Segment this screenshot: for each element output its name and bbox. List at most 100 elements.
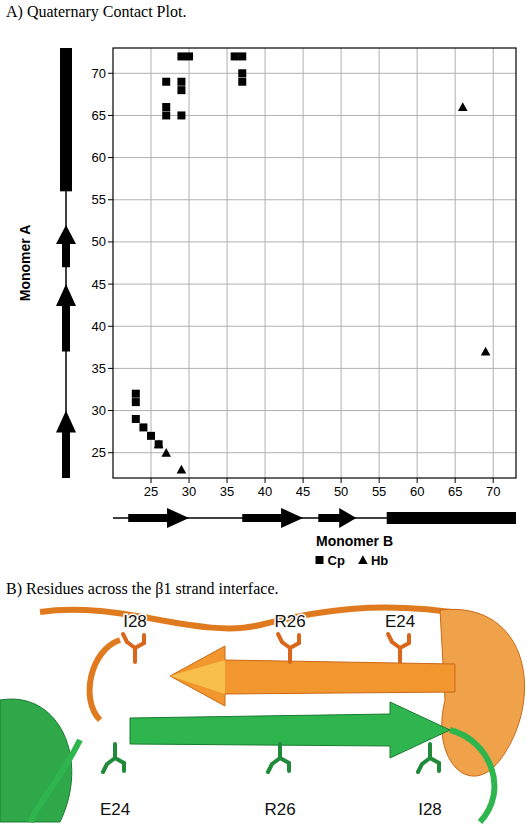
grid-line xyxy=(113,326,516,327)
square-point xyxy=(238,78,246,86)
grid-line xyxy=(113,410,516,411)
tick-label: 65 xyxy=(92,108,106,123)
side-chain xyxy=(388,634,409,662)
tick-mark xyxy=(108,241,113,242)
strand xyxy=(56,284,76,351)
tick-label: 70 xyxy=(486,484,500,499)
tick-label: 60 xyxy=(410,484,424,499)
figure: A) Quaternary Contact Plot. 25 30 35 40 45 50 5… xyxy=(0,0,527,826)
side-chain xyxy=(123,634,144,662)
helix xyxy=(60,48,72,191)
square-point xyxy=(177,52,185,60)
loop xyxy=(90,640,120,720)
square-point xyxy=(139,423,147,431)
tick-mark xyxy=(108,410,113,411)
tick-label: 60 xyxy=(92,150,106,165)
side-chain xyxy=(278,634,299,662)
loop xyxy=(30,740,80,822)
residue-label: I28 xyxy=(123,612,147,631)
residue-label: E24 xyxy=(385,612,415,631)
triangle-point xyxy=(481,347,491,356)
tick-label: 30 xyxy=(182,484,196,499)
grid-line xyxy=(455,48,456,478)
grid-line xyxy=(113,452,516,453)
grid-line xyxy=(417,48,418,478)
grid-line xyxy=(113,115,516,116)
tick-label: 25 xyxy=(144,484,158,499)
residue-label: E24 xyxy=(100,800,130,819)
tick-mark xyxy=(108,326,113,327)
grid-line xyxy=(113,368,516,369)
strand-head xyxy=(170,660,225,694)
square-point xyxy=(238,69,246,77)
tick-label: 25 xyxy=(92,445,106,460)
tick-mark xyxy=(108,199,113,200)
strand xyxy=(56,225,76,267)
helix xyxy=(387,512,516,524)
strand-ribbon xyxy=(170,646,455,706)
legend-label: Hb xyxy=(371,553,388,568)
square-point xyxy=(162,78,170,86)
tick-mark xyxy=(379,478,380,483)
square-point xyxy=(177,111,185,119)
grid-line xyxy=(113,73,516,74)
structure-image xyxy=(0,604,527,826)
plot-frame xyxy=(113,48,516,478)
strand xyxy=(242,508,303,528)
grid-line xyxy=(265,48,266,478)
grid-line xyxy=(303,48,304,478)
tick-mark xyxy=(265,478,266,483)
residue-label: R26 xyxy=(264,800,295,819)
square-point xyxy=(132,390,140,398)
residue-label: I28 xyxy=(418,800,442,819)
square-point xyxy=(177,86,185,94)
helix-ribbon xyxy=(0,699,72,822)
tick-label: 40 xyxy=(258,484,272,499)
grid-line xyxy=(341,48,342,478)
square-point xyxy=(162,103,170,111)
triangle-point xyxy=(177,465,187,474)
tick-mark xyxy=(108,284,113,285)
axis-title: Monomer A xyxy=(17,225,33,301)
tick-mark xyxy=(151,478,152,483)
side-chain xyxy=(418,744,439,772)
tick-mark xyxy=(455,478,456,483)
square-point xyxy=(238,52,246,60)
tick-mark xyxy=(108,368,113,369)
axis-title: Monomer B xyxy=(316,533,393,549)
strand xyxy=(128,508,189,528)
triangle-point xyxy=(154,439,164,448)
square-point xyxy=(231,52,239,60)
grid xyxy=(113,48,516,478)
panel-title: B) Residues across the β1 strand interfa… xyxy=(6,580,279,598)
tick-label: 30 xyxy=(92,403,106,418)
tick-label: 50 xyxy=(92,234,106,249)
square-point xyxy=(155,440,163,448)
square-point xyxy=(177,78,185,86)
tick-mark xyxy=(108,157,113,158)
tick-mark xyxy=(341,478,342,483)
tick-label: 45 xyxy=(92,277,106,292)
marks xyxy=(132,52,491,473)
square-point xyxy=(185,52,193,60)
tick-label: 65 xyxy=(448,484,462,499)
tick-mark xyxy=(303,478,304,483)
panel-title: A) Quaternary Contact Plot. xyxy=(6,3,186,21)
legend-marker xyxy=(316,556,324,564)
tick-mark xyxy=(189,478,190,483)
tick-label: 50 xyxy=(334,484,348,499)
loop xyxy=(450,730,494,822)
grid-line xyxy=(227,48,228,478)
tick-label: 70 xyxy=(92,66,106,81)
side-chain xyxy=(268,744,289,772)
square-point xyxy=(132,398,140,406)
legend: CpHb xyxy=(316,553,389,568)
legend-marker xyxy=(358,555,368,564)
tick-mark xyxy=(108,73,113,74)
tick-mark xyxy=(108,115,113,116)
tick-mark xyxy=(227,478,228,483)
tick-label: 35 xyxy=(220,484,234,499)
triangle-point xyxy=(458,102,468,111)
strand-ribbon xyxy=(130,702,450,758)
grid-line xyxy=(113,157,516,158)
